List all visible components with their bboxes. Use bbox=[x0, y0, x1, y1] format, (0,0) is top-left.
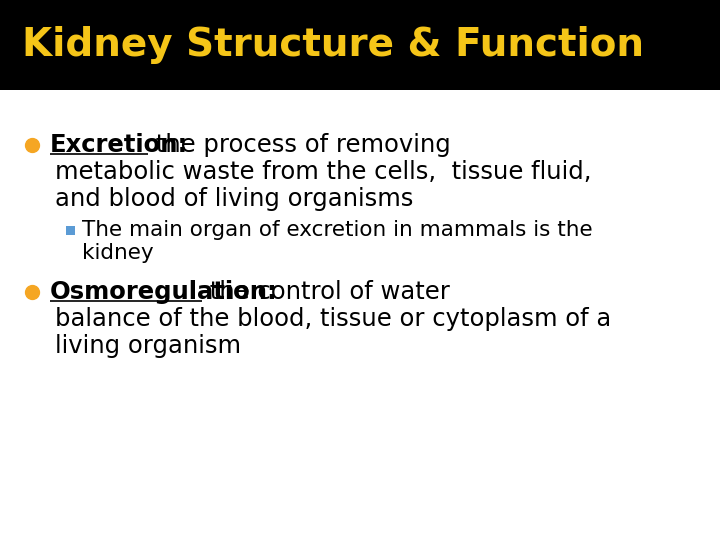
Text: the process of removing: the process of removing bbox=[148, 133, 451, 157]
Text: balance of the blood, tissue or cytoplasm of a: balance of the blood, tissue or cytoplas… bbox=[55, 307, 611, 331]
FancyBboxPatch shape bbox=[0, 0, 720, 90]
Text: metabolic waste from the cells,  tissue fluid,: metabolic waste from the cells, tissue f… bbox=[55, 160, 592, 184]
Text: living organism: living organism bbox=[55, 334, 241, 358]
Text: The main organ of excretion in mammals is the: The main organ of excretion in mammals i… bbox=[82, 220, 593, 240]
Text: Osmoregulation:: Osmoregulation: bbox=[50, 280, 278, 304]
Text: Excretion:: Excretion: bbox=[50, 133, 188, 157]
Text: the control of water: the control of water bbox=[202, 280, 449, 304]
Text: and blood of living organisms: and blood of living organisms bbox=[55, 187, 413, 211]
FancyBboxPatch shape bbox=[66, 226, 74, 234]
Text: kidney: kidney bbox=[82, 243, 153, 263]
Text: Kidney Structure & Function: Kidney Structure & Function bbox=[22, 26, 644, 64]
